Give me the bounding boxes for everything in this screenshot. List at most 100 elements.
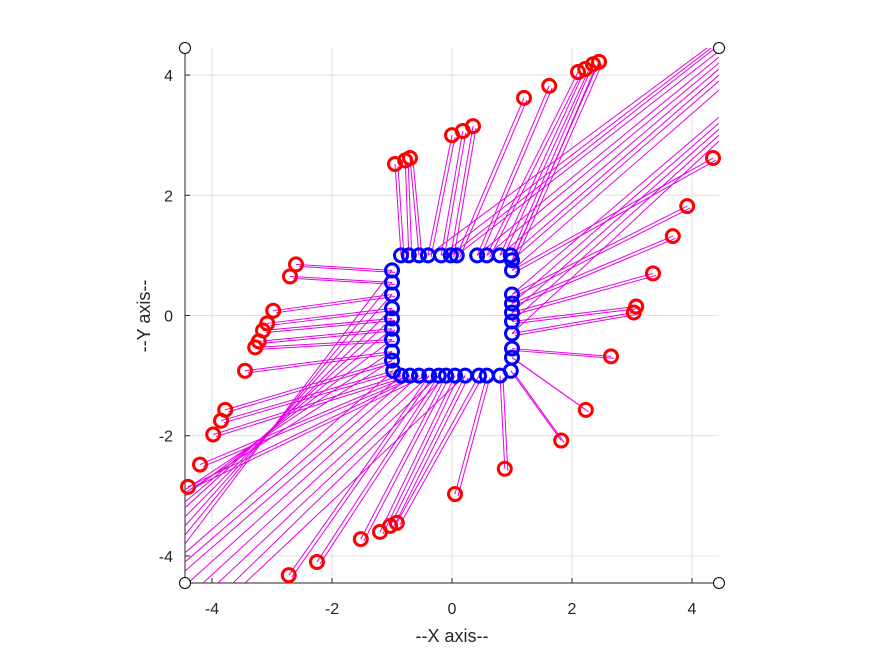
- correspondence-line: [244, 351, 393, 372]
- inner-point: [384, 310, 400, 327]
- correspondence-line: [511, 157, 714, 271]
- correspondence-line: [213, 375, 402, 435]
- correspondence-line: [270, 309, 396, 326]
- correspondence-line: [514, 207, 691, 297]
- correspondence-line: [217, 375, 440, 583]
- outer-point: [217, 401, 234, 418]
- correspondence-line: [289, 275, 393, 283]
- y-tick-label: 0: [164, 309, 173, 326]
- outer-point: [553, 432, 570, 449]
- correspondence-line: [202, 377, 414, 468]
- correspondence-line: [185, 307, 393, 518]
- outer-point: [192, 456, 208, 473]
- tick-labels: -4 -2 0 2 4 -4 -2 0 2 4: [159, 68, 697, 618]
- inner-point: [384, 352, 400, 369]
- inner-point: [504, 325, 520, 342]
- correspondence-line: [459, 99, 528, 258]
- inner-point: [411, 247, 427, 264]
- corner-marker: [713, 42, 725, 54]
- correspondence-line: [265, 320, 396, 334]
- correspondence-line: [319, 377, 443, 565]
- inner-point: [504, 286, 520, 303]
- outer-point: [402, 150, 418, 167]
- correspondence-line: [440, 130, 464, 256]
- correspondence-line: [298, 265, 396, 273]
- correspondence-line: [291, 377, 433, 578]
- correspondence-line: [396, 375, 480, 524]
- inner-point: [384, 262, 400, 279]
- correspondence-line: [511, 134, 719, 322]
- correspondence-line: [190, 377, 423, 490]
- x-tick-label: -4: [205, 601, 219, 618]
- correspondence-line: [295, 263, 393, 271]
- inner-point: [447, 367, 463, 384]
- y-tick-label: -2: [159, 429, 173, 446]
- correspondence-line: [511, 312, 634, 335]
- outer-point: [309, 553, 325, 570]
- correspondence-line: [185, 339, 393, 497]
- correspondence-line: [511, 205, 688, 295]
- x-tick-label: -2: [325, 601, 339, 618]
- correspondence-line: [450, 48, 716, 256]
- correspondence-line: [440, 48, 712, 256]
- correspondence-line: [511, 235, 673, 304]
- correspondence-line: [511, 348, 612, 357]
- correspondence-line: [409, 157, 420, 256]
- correspondence-line: [199, 375, 411, 466]
- inner-point: [385, 362, 402, 379]
- inner-point: [478, 367, 495, 384]
- correspondence-line: [454, 375, 488, 495]
- outer-point: [447, 486, 463, 503]
- correspondence-line: [258, 341, 396, 350]
- correspondence-line: [267, 307, 393, 324]
- inner-point: [411, 367, 427, 384]
- correspondence-line: [514, 350, 615, 359]
- outer-point: [570, 64, 586, 81]
- correspondence-line: [499, 375, 506, 469]
- y-axis-label: --Y axis--: [134, 280, 154, 353]
- inner-point: [393, 247, 409, 264]
- inner-point: [504, 252, 520, 269]
- correspondence-line: [394, 163, 402, 256]
- correspondence-line: [511, 305, 637, 323]
- inner-point: [402, 367, 418, 384]
- correspondence-line: [510, 370, 562, 441]
- inner-point: [457, 367, 474, 384]
- inner-point: [438, 367, 454, 384]
- correspondence-line: [457, 377, 491, 497]
- inner-point: [504, 304, 520, 321]
- correspondence-line: [316, 375, 440, 563]
- outer-point: [280, 567, 297, 584]
- corner-marker: [713, 577, 725, 589]
- outer-point: [577, 401, 594, 418]
- inner-point: [442, 247, 459, 264]
- correspondence-line: [292, 277, 396, 285]
- outer-point: [603, 348, 619, 365]
- inner-point: [430, 367, 447, 384]
- outer-point: [259, 315, 276, 332]
- correspondence-line: [511, 128, 719, 313]
- correspondence-line: [499, 68, 586, 256]
- corner-marker: [179, 42, 191, 54]
- outer-point: [265, 302, 282, 319]
- correspondence-line: [513, 372, 565, 443]
- correspondence-line: [407, 162, 413, 258]
- correspondence-line: [514, 159, 717, 273]
- outer-point: [352, 531, 369, 548]
- inner-point: [384, 320, 400, 337]
- y-tick-label: -4: [159, 549, 173, 566]
- correspondence-line: [185, 370, 394, 554]
- inner-point: [400, 247, 417, 264]
- inner-point: [384, 331, 400, 348]
- correspondence-line: [412, 159, 423, 258]
- correspondence-line: [510, 74, 719, 256]
- correspondence-line: [443, 132, 467, 258]
- outer-point: [516, 89, 532, 106]
- correspondence-line: [276, 295, 396, 314]
- outer-point: [705, 150, 721, 167]
- correspondence-line: [228, 362, 396, 413]
- correspondence-line: [514, 307, 640, 325]
- correspondence-line: [479, 87, 553, 258]
- outer-point: [541, 77, 558, 94]
- correspondence-line: [514, 63, 603, 263]
